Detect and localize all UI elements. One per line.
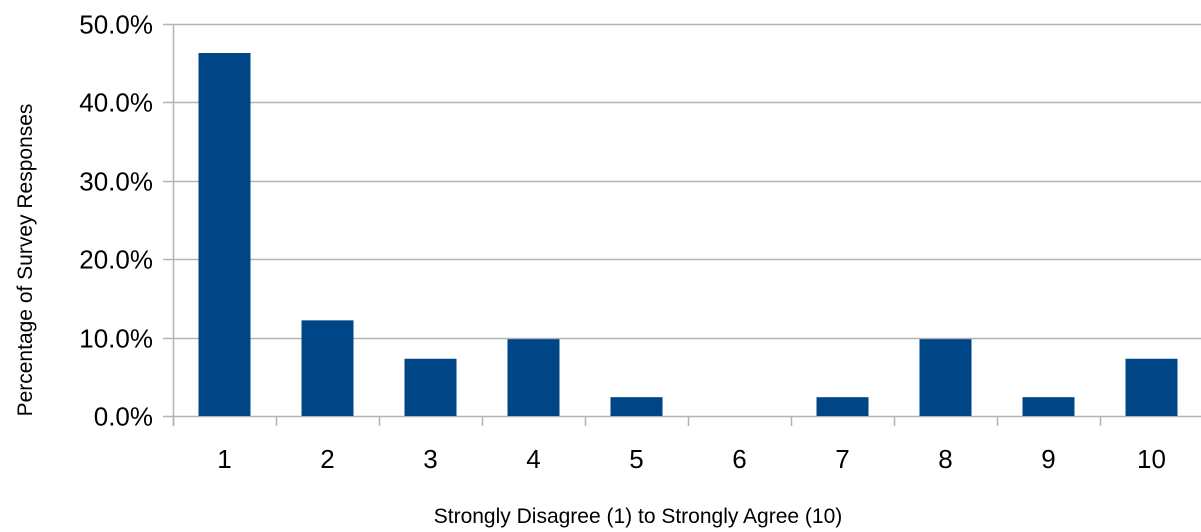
x-axis-title: Strongly Disagree (1) to Strongly Agree … — [434, 505, 843, 528]
y-tick-label-5: 50.0% — [79, 10, 153, 40]
bar-3 — [404, 358, 457, 416]
y-tick-label-2: 20.0% — [79, 245, 153, 275]
bar-7 — [816, 397, 869, 416]
y-tick-labels: 0.0% 10.0% 20.0% 30.0% 40.0% 50.0% — [79, 10, 153, 432]
y-tick-label-1: 10.0% — [79, 324, 153, 354]
bar-5 — [610, 397, 663, 416]
x-tick-label-8: 8 — [938, 444, 952, 474]
y-axis-title: Percentage of Survey Responses — [14, 104, 37, 417]
x-tick-label-5: 5 — [629, 444, 643, 474]
x-tick-label-1: 1 — [217, 444, 231, 474]
bar-9 — [1022, 397, 1075, 416]
x-tick-label-9: 9 — [1041, 444, 1055, 474]
x-tick-label-3: 3 — [423, 444, 437, 474]
x-tick-label-7: 7 — [835, 444, 849, 474]
x-tick-label-4: 4 — [526, 444, 540, 474]
bars — [198, 53, 1178, 417]
bar-4 — [507, 339, 560, 416]
y-tick-label-4: 40.0% — [79, 88, 153, 118]
x-tick-label-6: 6 — [732, 444, 746, 474]
x-tick-label-2: 2 — [320, 444, 334, 474]
x-tick-labels: 1 2 3 4 5 6 7 8 9 10 — [217, 444, 1166, 474]
y-tick-label-3: 30.0% — [79, 167, 153, 197]
bar-1 — [198, 53, 251, 417]
x-tick-label-10: 10 — [1137, 444, 1166, 474]
y-tick-label-0: 0.0% — [94, 402, 153, 432]
axes — [172, 24, 1102, 426]
bar-2 — [301, 320, 354, 416]
bar-10 — [1125, 358, 1178, 416]
bar-8 — [919, 339, 972, 416]
